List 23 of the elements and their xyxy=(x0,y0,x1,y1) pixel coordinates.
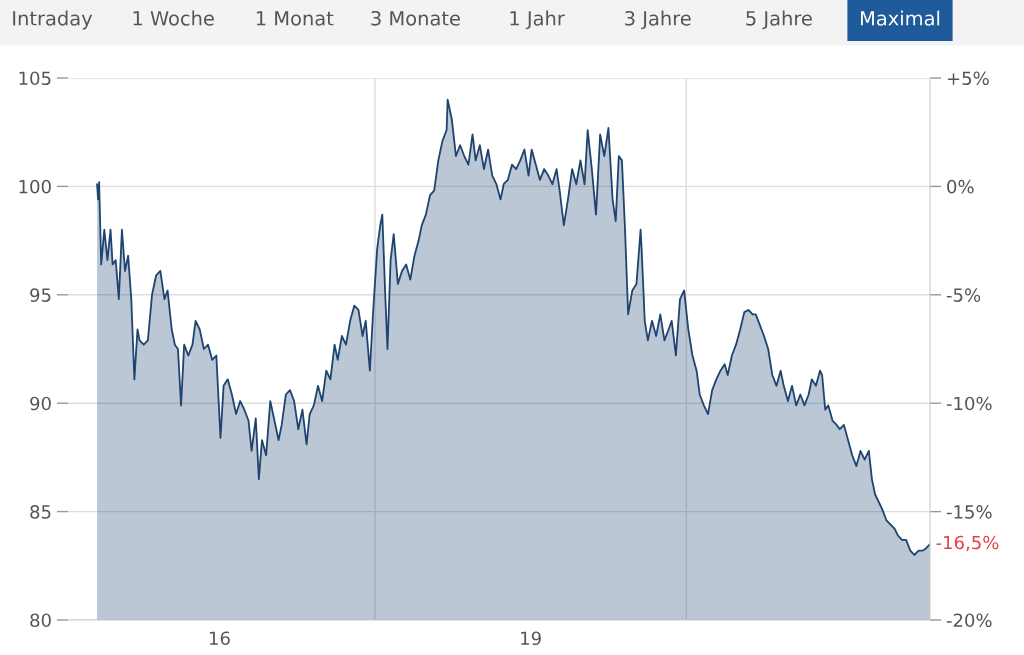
y-tick-label: 105 xyxy=(19,71,51,86)
text: 1 Jahr xyxy=(510,10,565,30)
y-tick-label: 90 xyxy=(30,396,51,411)
y-tick-label: 95 xyxy=(30,288,51,302)
y-tick-label: 100 xyxy=(19,179,51,194)
y2-tick-label: 0% xyxy=(947,179,974,194)
text: 1 Woche xyxy=(133,10,214,26)
text: Intraday xyxy=(13,10,93,30)
y-tick-label: 85 xyxy=(30,505,51,519)
text: 3 Jahre xyxy=(625,10,691,30)
y2-tick-label: +5% xyxy=(947,71,989,86)
y2-tick-label: -10% xyxy=(946,396,992,411)
y2-tick-label: -20% xyxy=(946,613,992,628)
text: 1 Monat xyxy=(256,11,334,26)
x-tick-label: 16 xyxy=(209,631,230,646)
annotation: -16,5% xyxy=(936,535,999,552)
text: 3 Monate xyxy=(371,10,460,26)
y2-tick-label: -15% xyxy=(946,505,992,519)
text: 5 Jahre xyxy=(746,10,812,30)
y2-tick-label: -5% xyxy=(946,288,981,302)
text: Maximal xyxy=(860,10,940,26)
x-tick-label: 19 xyxy=(521,631,541,646)
y-tick-label: 80 xyxy=(30,613,51,628)
